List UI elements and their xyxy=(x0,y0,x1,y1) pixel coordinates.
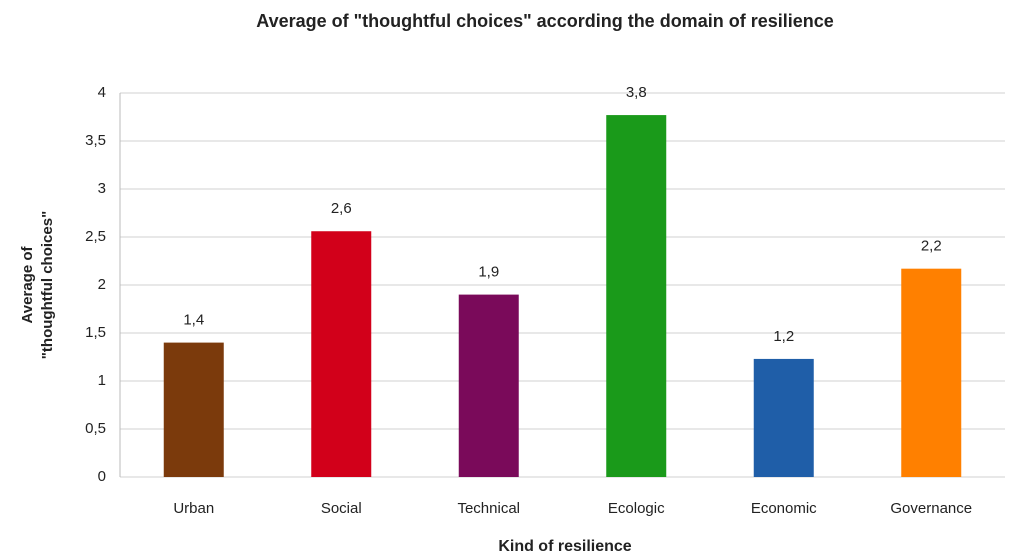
x-axis-label: Kind of resilience xyxy=(498,538,631,555)
y-tick-label: 4 xyxy=(98,84,106,101)
x-tick-label: Urban xyxy=(173,500,214,517)
y-tick-label: 1,5 xyxy=(85,324,106,341)
bar xyxy=(311,231,372,477)
x-tick-label: Technical xyxy=(457,500,520,517)
data-label: 1,4 xyxy=(183,312,204,329)
y-tick-label: 0 xyxy=(98,468,106,485)
y-axis-label: Average of "thoughtful choices" xyxy=(19,211,56,359)
bar xyxy=(753,358,814,477)
data-label: 1,9 xyxy=(478,264,499,281)
y-tick-label: 3,5 xyxy=(85,132,106,149)
bar xyxy=(901,268,962,477)
y-axis-label-line: Average of xyxy=(19,246,36,324)
y-tick-label: 0,5 xyxy=(85,420,106,437)
bar xyxy=(458,294,519,477)
chart-title: Average of "thoughtful choices" accordin… xyxy=(256,11,834,31)
bar xyxy=(606,115,667,477)
x-tick-label: Governance xyxy=(890,500,972,517)
y-tick-label: 2,5 xyxy=(85,228,106,245)
bar xyxy=(163,342,224,477)
data-label: 2,6 xyxy=(331,200,352,217)
y-tick-label: 3 xyxy=(98,180,106,197)
y-tick-label: 1 xyxy=(98,372,106,389)
y-tick-label: 2 xyxy=(98,276,106,293)
data-label: 3,8 xyxy=(626,84,647,101)
x-tick-label: Social xyxy=(321,500,362,517)
data-label: 1,2 xyxy=(773,328,794,345)
x-tick-label: Economic xyxy=(751,500,817,517)
data-label: 2,2 xyxy=(921,238,942,255)
y-axis-label-line: "thoughtful choices" xyxy=(39,211,56,359)
x-tick-label: Ecologic xyxy=(608,500,665,517)
